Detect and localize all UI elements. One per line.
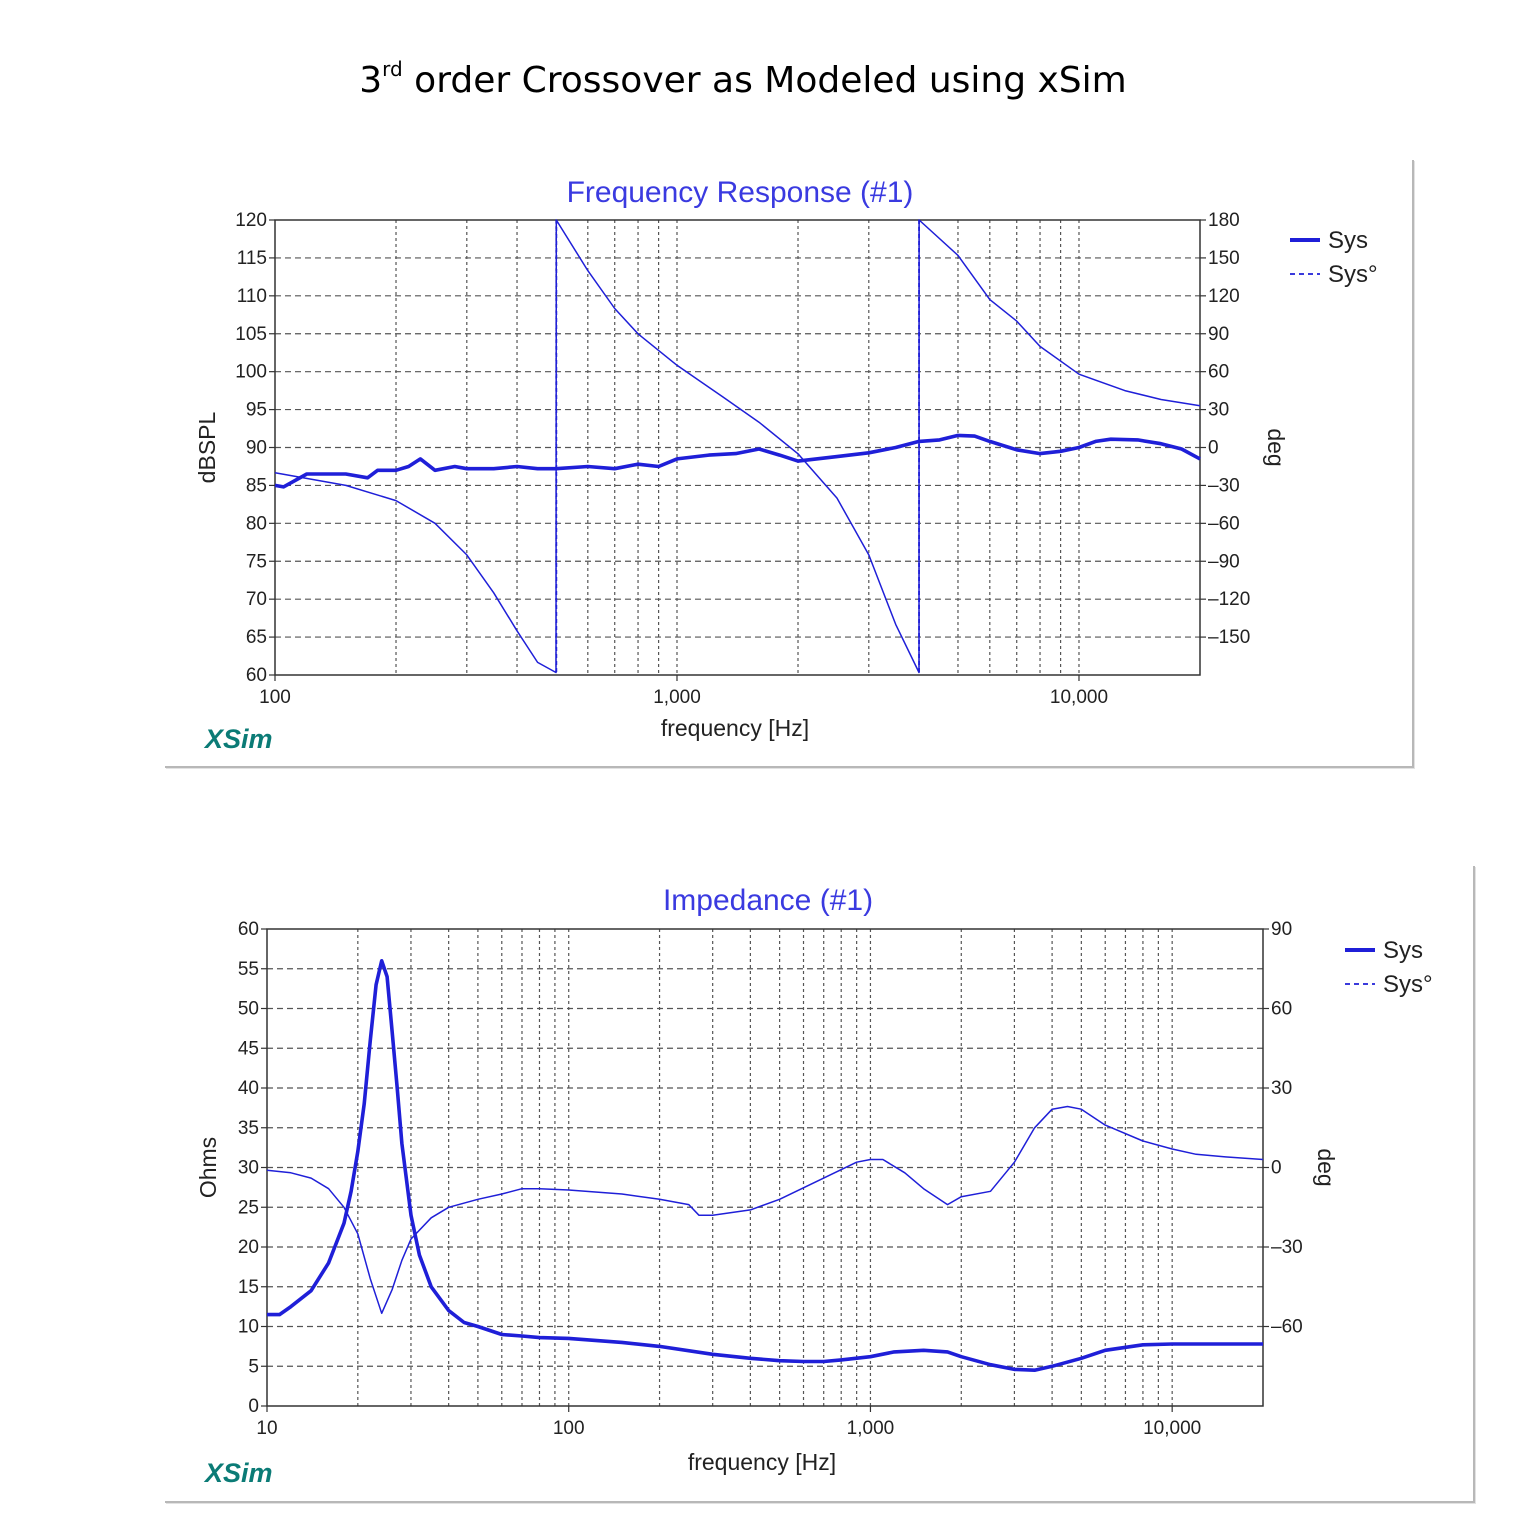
frequency-response-panel [165, 160, 1414, 768]
page-title: 3rd order Crossover as Modeled using xSi… [359, 57, 1127, 101]
impedance-panel [165, 866, 1475, 1503]
